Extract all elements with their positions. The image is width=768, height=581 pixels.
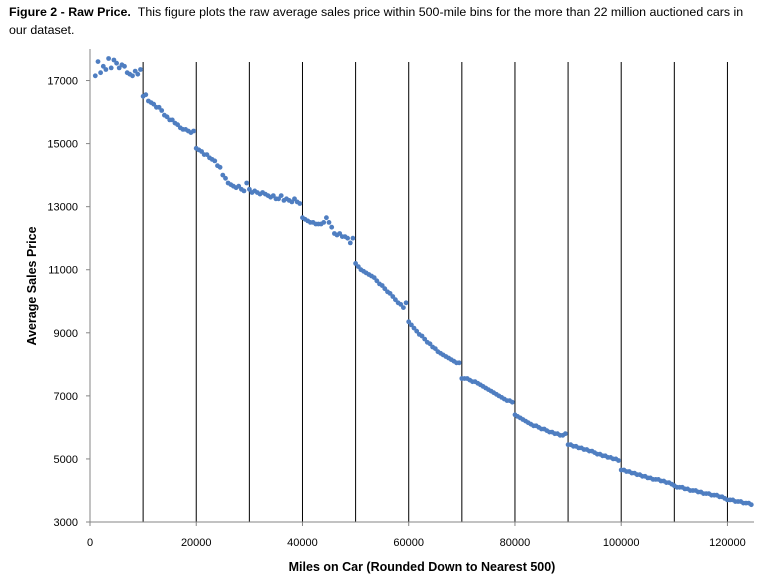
- data-point: [297, 201, 303, 206]
- data-point: [427, 341, 433, 347]
- data-point: [100, 63, 106, 69]
- data-point: [151, 101, 157, 107]
- data-point: [292, 196, 297, 202]
- y-tick-label: 15000: [47, 139, 78, 151]
- x-tick-label: 80000: [500, 537, 531, 549]
- data-point: [371, 275, 377, 280]
- x-tick-label: 20000: [181, 537, 212, 549]
- data-point: [403, 300, 409, 306]
- data-points: [92, 56, 754, 508]
- data-point: [130, 73, 135, 79]
- y-tick-label: 17000: [47, 76, 78, 88]
- y-tick-label: 9000: [54, 328, 78, 340]
- data-point: [116, 65, 122, 71]
- data-point: [406, 319, 412, 325]
- tick-labels: 3000 5000 7000 9000 11000 13000 15000 17000 0 200…: [47, 76, 745, 549]
- data-point: [393, 297, 398, 303]
- data-point: [748, 502, 754, 508]
- data-point: [159, 108, 165, 113]
- data-point: [563, 431, 568, 437]
- x-tick-label: 60000: [393, 537, 424, 549]
- data-point: [276, 196, 281, 202]
- data-point: [217, 164, 223, 170]
- data-point: [401, 305, 406, 310]
- x-tick-label: 0: [87, 537, 93, 549]
- y-tick-label: 3000: [54, 517, 78, 529]
- data-point: [382, 286, 388, 292]
- caption-text: This figure plots the raw average sales …: [9, 5, 744, 37]
- data-point: [324, 215, 329, 221]
- data-point: [114, 60, 119, 66]
- y-tick-label: 11000: [48, 265, 78, 277]
- data-point: [411, 325, 417, 331]
- data-point: [220, 172, 226, 178]
- data-point: [241, 188, 247, 194]
- data-point: [379, 283, 385, 288]
- data-point: [175, 122, 181, 128]
- data-point: [122, 63, 127, 69]
- data-point: [111, 57, 117, 63]
- data-point: [390, 294, 396, 299]
- data-point: [456, 360, 462, 366]
- data-point: [92, 73, 98, 79]
- figure-caption: Figure 2 - Raw Price. This figure plots …: [9, 3, 761, 39]
- data-point: [236, 183, 242, 189]
- data-point: [95, 59, 101, 64]
- data-point: [374, 278, 380, 284]
- caption-label: Figure 2 - Raw Price.: [9, 5, 131, 19]
- y-axis-title: Average Sales Price: [25, 226, 39, 345]
- data-point: [321, 220, 327, 225]
- data-point: [422, 336, 428, 342]
- data-point: [244, 180, 250, 186]
- data-point: [414, 328, 420, 334]
- data-point: [156, 104, 162, 110]
- data-point: [135, 71, 141, 77]
- data-point: [138, 67, 143, 72]
- data-point: [509, 399, 515, 405]
- data-point: [350, 235, 356, 241]
- data-point: [108, 65, 114, 71]
- data-point: [398, 302, 404, 307]
- data-point: [223, 175, 228, 181]
- data-point: [143, 92, 149, 98]
- data-point: [419, 333, 425, 339]
- y-tick-label: 5000: [54, 454, 78, 466]
- x-axis-title: Miles on Car (Rounded Down to Nearest 50…: [289, 560, 556, 574]
- data-point: [204, 152, 210, 158]
- data-point: [98, 70, 103, 76]
- data-point: [103, 67, 109, 72]
- data-point: [169, 117, 175, 123]
- data-point: [191, 128, 197, 134]
- data-point: [247, 186, 252, 192]
- data-point: [106, 56, 111, 61]
- vertical-reference-lines: [142, 62, 728, 522]
- x-tick-label: 120000: [709, 537, 746, 549]
- data-point: [616, 458, 621, 463]
- x-tick-label: 100000: [603, 537, 640, 549]
- data-point: [278, 193, 284, 199]
- y-tick-label: 13000: [47, 202, 78, 214]
- data-point: [409, 322, 414, 328]
- data-point: [164, 114, 170, 120]
- data-point: [347, 240, 353, 246]
- data-point: [353, 261, 358, 266]
- data-point: [387, 291, 393, 296]
- x-tick-label: 40000: [287, 537, 318, 549]
- data-point: [345, 235, 350, 241]
- data-point: [326, 220, 332, 225]
- data-point: [212, 158, 218, 164]
- data-point: [270, 193, 276, 199]
- data-point: [329, 224, 335, 230]
- axes: [86, 49, 754, 526]
- y-tick-label: 7000: [54, 391, 78, 403]
